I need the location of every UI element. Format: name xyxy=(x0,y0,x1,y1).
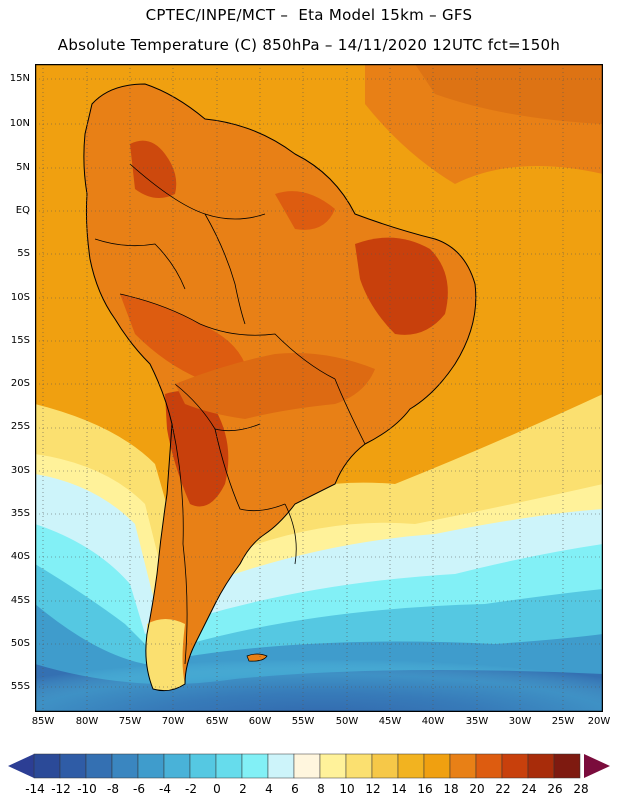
lat-label: 50S xyxy=(10,638,30,649)
lat-label: 40S xyxy=(10,551,30,562)
colorbar-swatch xyxy=(111,753,139,779)
colorbar-tick: 22 xyxy=(495,782,511,796)
colorbar-tick: 0 xyxy=(213,782,221,796)
colorbar-tick: 24 xyxy=(521,782,537,796)
colorbar-swatch xyxy=(293,753,321,779)
falkland-islands xyxy=(246,653,268,662)
map-svg xyxy=(35,64,603,712)
lat-label: 10S xyxy=(10,292,30,303)
colorbar-boxes xyxy=(33,753,581,779)
colorbar-tick: 2 xyxy=(239,782,247,796)
lat-label: 25S xyxy=(10,421,30,432)
lon-label: 75W xyxy=(118,716,142,727)
temperature-map xyxy=(35,64,603,712)
colorbar-swatch xyxy=(189,753,217,779)
lon-label: 40W xyxy=(421,716,445,727)
amazon-hot xyxy=(275,191,335,230)
map-border xyxy=(35,64,603,712)
colorbar-tick: 4 xyxy=(265,782,273,796)
colorbar-swatch xyxy=(553,753,581,779)
colorbar-tick: -4 xyxy=(159,782,171,796)
andes-north-hot xyxy=(130,140,177,198)
lat-label: 15S xyxy=(10,335,30,346)
lat-label: 35S xyxy=(10,508,30,519)
lat-label: 45S xyxy=(10,595,30,606)
lon-label: 50W xyxy=(335,716,359,727)
colorbar-swatch xyxy=(449,753,477,779)
colorbar-swatch xyxy=(241,753,269,779)
colorbar-tick: -14 xyxy=(25,782,45,796)
lat-label: 55S xyxy=(10,681,30,692)
patagonia-cool xyxy=(145,619,185,691)
colorbar-swatch xyxy=(371,753,399,779)
colorbar-tick: -12 xyxy=(51,782,71,796)
colorbar-swatch xyxy=(137,753,165,779)
lon-label: 25W xyxy=(551,716,575,727)
lat-label: 5N xyxy=(16,162,30,173)
bolivia-hot xyxy=(120,294,245,380)
lat-label: 20S xyxy=(10,378,30,389)
colorbar-swatch xyxy=(163,753,191,779)
colorbar-tick: 20 xyxy=(469,782,485,796)
lon-label: 80W xyxy=(75,716,99,727)
colorbar-tick: 10 xyxy=(339,782,355,796)
lat-label: 10N xyxy=(9,118,30,129)
colorbar-swatch xyxy=(345,753,373,779)
northeast-brazil-hot xyxy=(355,237,448,335)
colorbar-swatch xyxy=(33,753,61,779)
colorbar-tick: 12 xyxy=(365,782,381,796)
colorbar-swatch xyxy=(319,753,347,779)
lon-label: 85W xyxy=(31,716,55,727)
colorbar-tick: 18 xyxy=(443,782,459,796)
colorbar-tick: 14 xyxy=(391,782,407,796)
lon-label: 30W xyxy=(508,716,532,727)
lon-label: 35W xyxy=(465,716,489,727)
lat-label: EQ xyxy=(15,205,30,216)
country-borders xyxy=(94,163,366,665)
colorbar-tick: -2 xyxy=(185,782,197,796)
lat-label: 30S xyxy=(10,465,30,476)
colorbar-tick: 8 xyxy=(317,782,325,796)
colorbar-swatch xyxy=(215,753,243,779)
lon-label: 70W xyxy=(161,716,185,727)
graticule xyxy=(35,64,603,712)
colorbar-swatch xyxy=(267,753,295,779)
lon-label: 20W xyxy=(587,716,611,727)
colorbar-tick: 16 xyxy=(417,782,433,796)
colorbar-swatch xyxy=(59,753,87,779)
colorbar-tick: 28 xyxy=(573,782,589,796)
colorbar-tick: -10 xyxy=(77,782,97,796)
colorbar-tick: -6 xyxy=(133,782,145,796)
colorbar-low-arrow xyxy=(8,754,34,778)
map-title-line2: Absolute Temperature (C) 850hPa – 14/11/… xyxy=(57,36,561,54)
colorbar-swatch xyxy=(85,753,113,779)
colorbar xyxy=(8,753,610,779)
lon-label: 60W xyxy=(248,716,272,727)
colorbar-swatch xyxy=(423,753,451,779)
colorbar-tick: 26 xyxy=(547,782,563,796)
colorbar-swatch xyxy=(501,753,529,779)
colorbar-swatch xyxy=(475,753,503,779)
lon-label: 65W xyxy=(205,716,229,727)
colorbar-tick: -8 xyxy=(107,782,119,796)
southern-ocean-shade xyxy=(35,624,603,712)
lat-label: 5S xyxy=(17,248,30,259)
central-hot xyxy=(175,353,375,419)
map-title-line1: CPTEC/INPE/MCT – Eta Model 15km – GFS xyxy=(145,6,473,24)
lat-label: 15N xyxy=(9,73,30,84)
lon-label: 55W xyxy=(291,716,315,727)
colorbar-high-arrow xyxy=(584,754,610,778)
lon-label: 45W xyxy=(378,716,402,727)
colorbar-tick: 6 xyxy=(291,782,299,796)
colorbar-swatch xyxy=(397,753,425,779)
colorbar-swatch xyxy=(527,753,555,779)
